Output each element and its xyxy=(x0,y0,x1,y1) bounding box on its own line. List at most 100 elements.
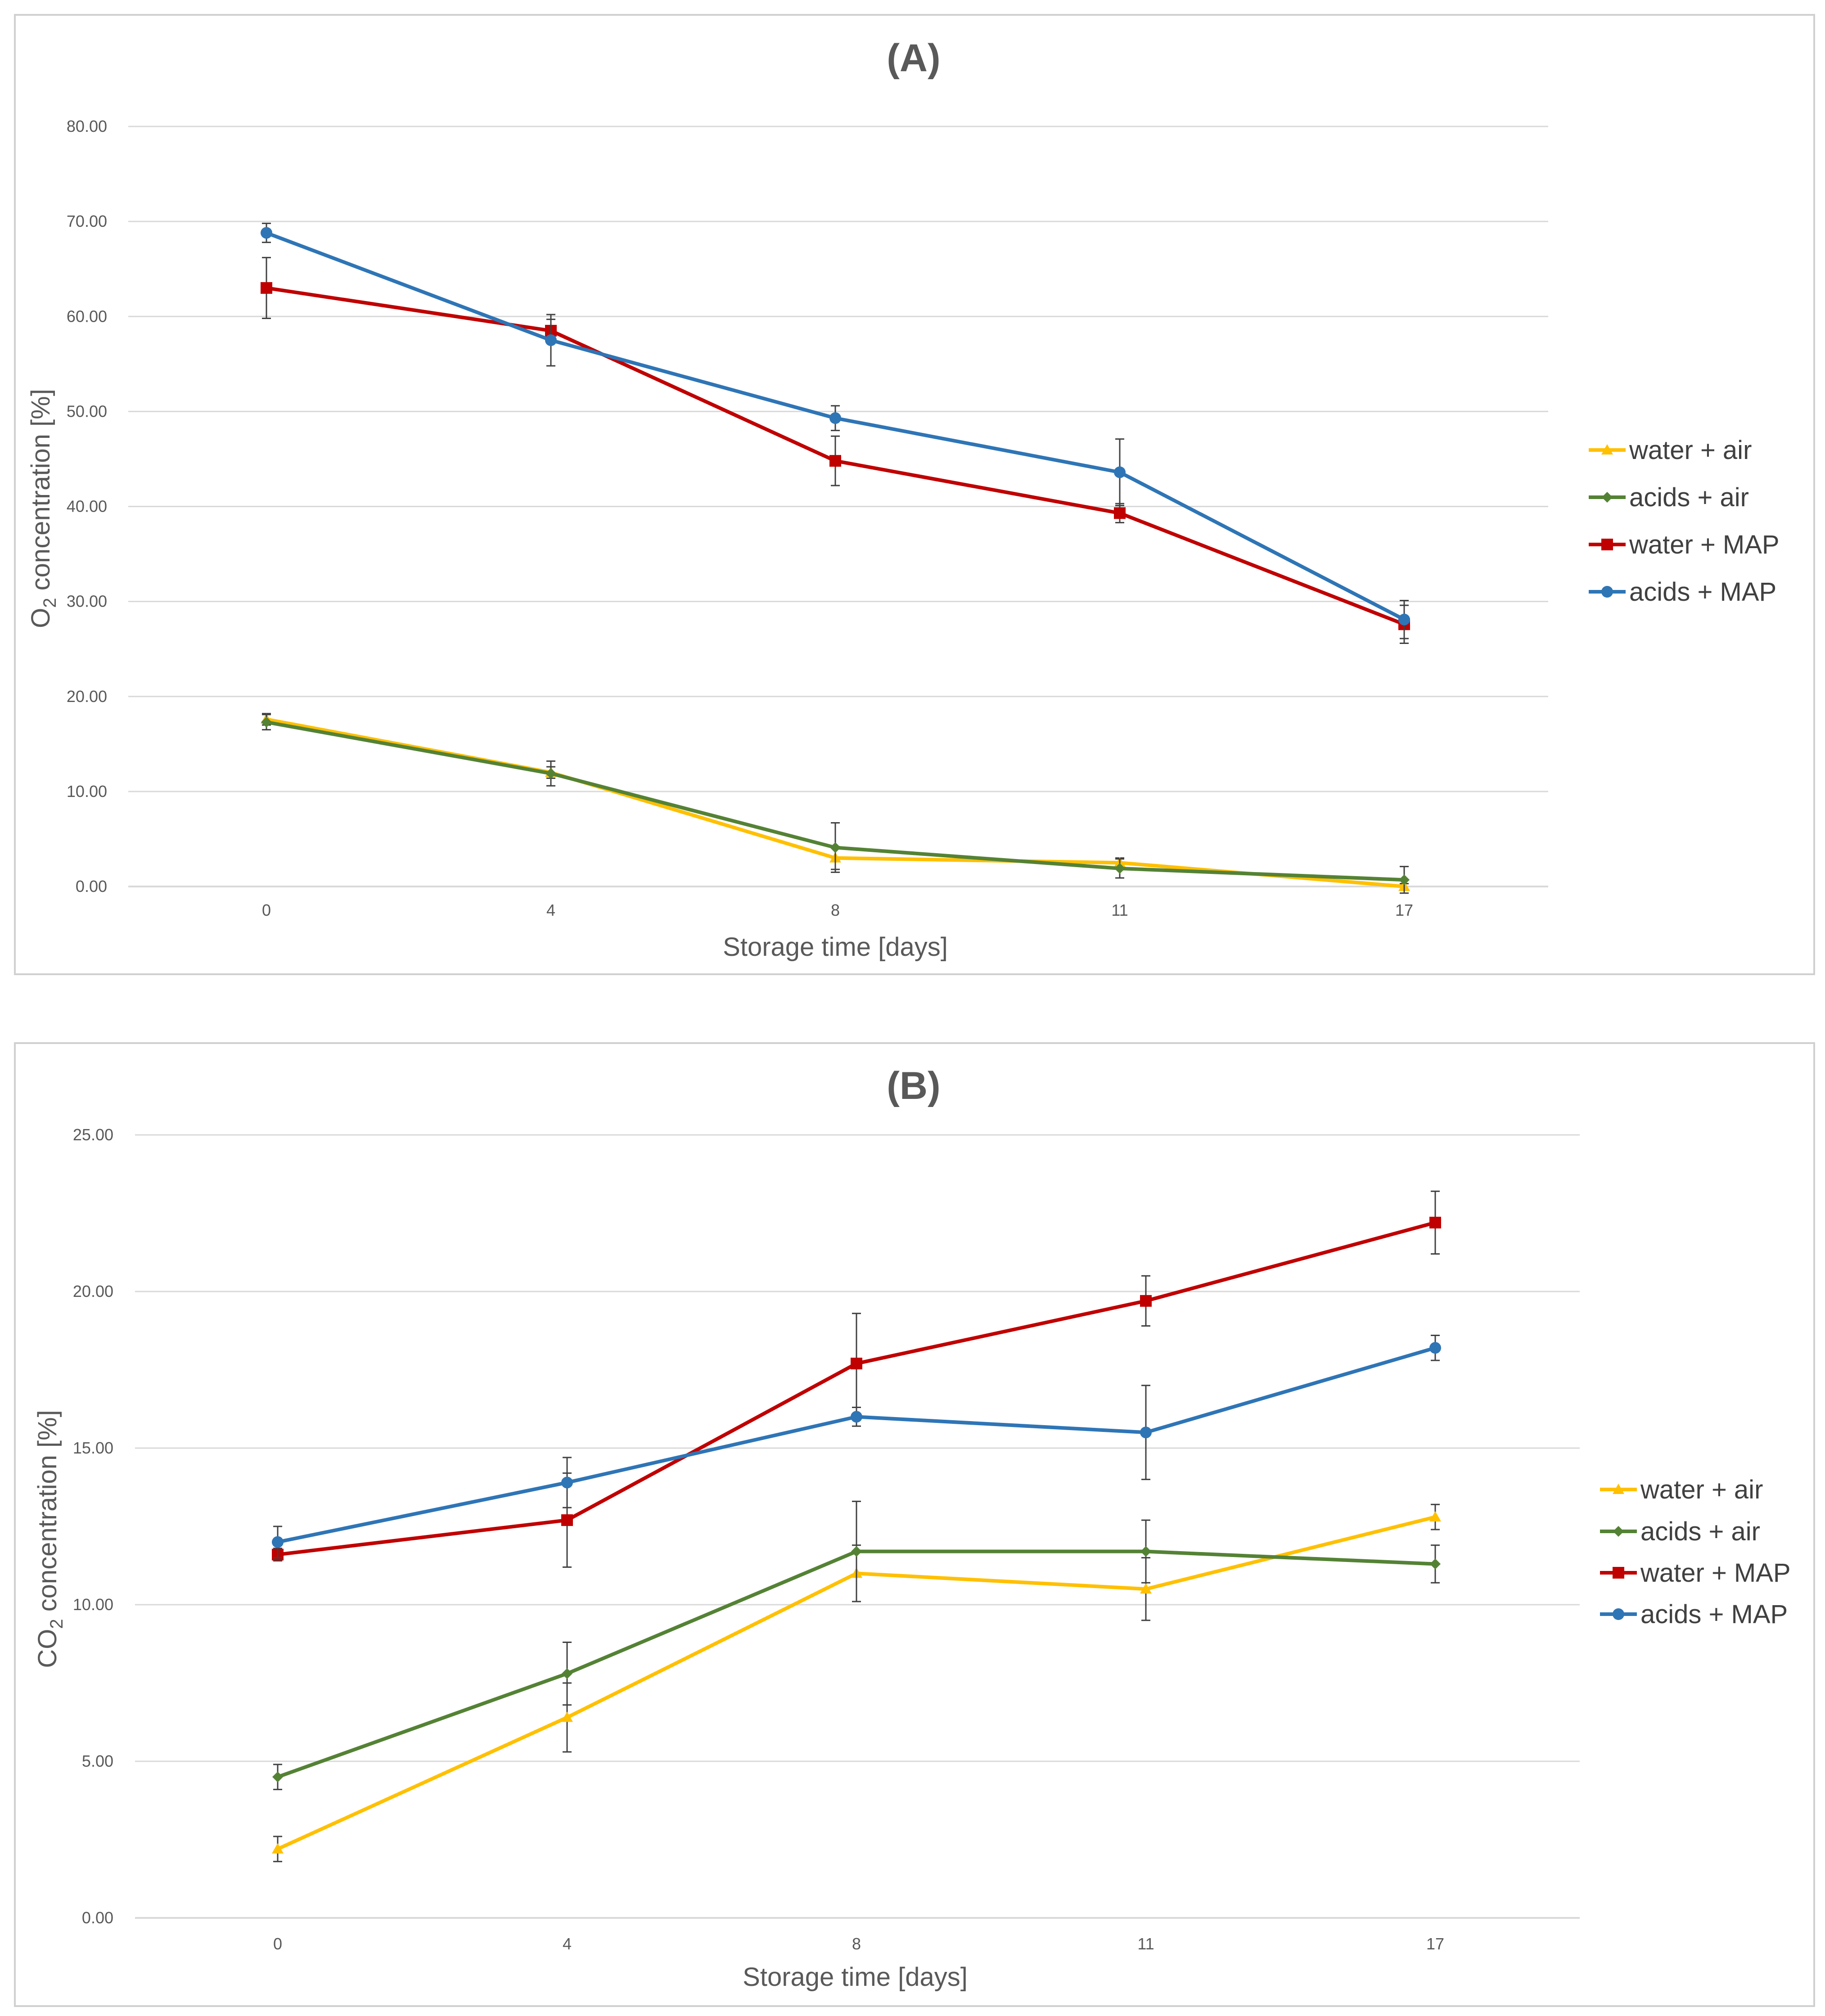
legend-label: acids + MAP xyxy=(1640,1600,1788,1629)
data-point xyxy=(1140,1295,1152,1307)
panel-a-y-label-sub: 2 xyxy=(40,598,60,608)
panel-b-y-label-main: CO xyxy=(33,1629,62,1668)
data-point xyxy=(272,1843,284,1854)
x-tick-label: 17 xyxy=(1426,1935,1444,1953)
data-point xyxy=(1429,1511,1441,1522)
x-tick-label: 4 xyxy=(546,901,555,919)
data-point xyxy=(851,1546,862,1557)
legend-item: acids + air xyxy=(1589,483,1749,512)
y-tick-label: 40.00 xyxy=(67,497,107,516)
series-water-map xyxy=(272,1190,1441,1568)
legend-marker xyxy=(1613,1567,1624,1579)
data-point xyxy=(1140,1546,1151,1557)
legend-item: water + MAP xyxy=(1589,530,1780,559)
panel-b-title: (B) xyxy=(887,1064,940,1107)
panel-a-legend: water + air acids + air water + MAP acids +… xyxy=(1589,436,1780,607)
panel-a-frame xyxy=(14,14,1815,975)
y-tick-label: 0.00 xyxy=(82,1908,113,1927)
data-point xyxy=(1114,507,1126,519)
x-tick-label: 11 xyxy=(1137,1935,1154,1953)
data-point xyxy=(829,412,841,424)
series-acids-air xyxy=(261,714,1410,894)
data-point xyxy=(1398,613,1410,626)
data-point xyxy=(829,455,841,467)
data-point xyxy=(561,1514,573,1526)
panel-b-y-axis-label: CO2 concentration [%] xyxy=(33,1410,67,1668)
y-tick-label: 30.00 xyxy=(67,592,107,611)
y-tick-label: 0.00 xyxy=(76,877,107,896)
y-tick-label: 10.00 xyxy=(73,1595,113,1614)
legend-item: water + air xyxy=(1600,1475,1763,1504)
panel-a-series xyxy=(261,222,1410,894)
panel-a-x-axis-label: Storage time [days] xyxy=(723,932,948,962)
panel-b-x-axis-label: Storage time [days] xyxy=(743,1962,968,1992)
data-point xyxy=(272,1771,283,1782)
series-acids-map xyxy=(272,1334,1441,1559)
y-tick-label: 60.00 xyxy=(67,307,107,325)
data-point xyxy=(1399,874,1410,886)
legend-label: water + air xyxy=(1640,1475,1763,1504)
legend-label: acids + air xyxy=(1629,483,1749,512)
legend-marker xyxy=(1602,492,1613,503)
series-acids-map xyxy=(261,222,1410,639)
panel-b-x-ticks: 0 4 8 11 17 xyxy=(273,1935,1444,1953)
legend-marker xyxy=(1613,1608,1624,1620)
data-point xyxy=(1140,1426,1152,1439)
legend-marker xyxy=(1601,539,1613,550)
x-tick-label: 0 xyxy=(262,901,271,919)
panel-a-grid xyxy=(128,126,1548,887)
data-point xyxy=(1430,1558,1441,1570)
panel-a-y-axis-label: O2 concentration [%] xyxy=(26,389,60,628)
data-point xyxy=(851,1358,862,1370)
panel-b: (B) 0.00 5.00 10.00 15.00 20.00 25.00 0 4 8 11 17… xyxy=(14,1042,1815,2007)
x-tick-label: 4 xyxy=(563,1935,572,1953)
legend-label: water + MAP xyxy=(1629,530,1780,559)
y-tick-label: 80.00 xyxy=(67,117,107,135)
panel-b-y-label-rest: concentration [%] xyxy=(33,1410,62,1619)
panel-b-y-label-sub: 2 xyxy=(47,1619,67,1629)
y-tick-label: 20.00 xyxy=(67,687,107,706)
data-point xyxy=(1140,1583,1152,1594)
panel-b-grid xyxy=(135,1134,1580,1919)
legend-marker xyxy=(1613,1526,1624,1537)
data-point xyxy=(851,1411,862,1423)
x-tick-label: 17 xyxy=(1395,901,1413,919)
panel-a-y-ticks: 0.00 10.00 20.00 30.00 40.00 50.00 60.00 70.00 8… xyxy=(67,117,107,896)
data-point xyxy=(1114,863,1125,874)
series-acids-air xyxy=(272,1500,1441,1791)
legend-label: water + air xyxy=(1629,436,1752,465)
panel-b-y-ticks: 0.00 5.00 10.00 15.00 20.00 25.00 xyxy=(73,1125,113,1927)
data-point xyxy=(545,334,557,346)
panel-a-title: (A) xyxy=(887,36,940,80)
series-water-map xyxy=(261,256,1410,644)
panel-b-series xyxy=(272,1190,1441,1863)
data-point xyxy=(562,1668,572,1679)
data-point xyxy=(261,716,272,728)
panel-a-y-label-rest: concentration [%] xyxy=(26,389,55,598)
legend-label: acids + MAP xyxy=(1629,577,1776,607)
panel-a-y-label-main: O xyxy=(26,608,55,628)
data-point xyxy=(272,1536,284,1548)
x-tick-label: 11 xyxy=(1111,901,1128,919)
legend-item: acids + air xyxy=(1600,1517,1760,1546)
y-tick-label: 25.00 xyxy=(73,1125,113,1144)
legend-marker xyxy=(1601,586,1613,598)
y-tick-label: 5.00 xyxy=(82,1752,113,1770)
data-point xyxy=(1114,466,1126,478)
y-tick-label: 15.00 xyxy=(73,1439,113,1457)
legend-item: water + air xyxy=(1589,436,1752,465)
data-point xyxy=(261,282,272,294)
legend-marker xyxy=(1601,444,1613,454)
legend-label: acids + air xyxy=(1640,1517,1760,1546)
data-point xyxy=(830,842,841,853)
legend-item: acids + MAP xyxy=(1600,1600,1788,1629)
x-tick-label: 0 xyxy=(273,1935,282,1953)
data-point xyxy=(1429,1342,1441,1354)
legend-label: water + MAP xyxy=(1640,1558,1791,1588)
x-tick-label: 8 xyxy=(831,901,840,919)
data-point xyxy=(1429,1216,1441,1228)
data-point xyxy=(561,1476,573,1489)
y-tick-label: 20.00 xyxy=(73,1282,113,1300)
data-point xyxy=(545,768,556,779)
